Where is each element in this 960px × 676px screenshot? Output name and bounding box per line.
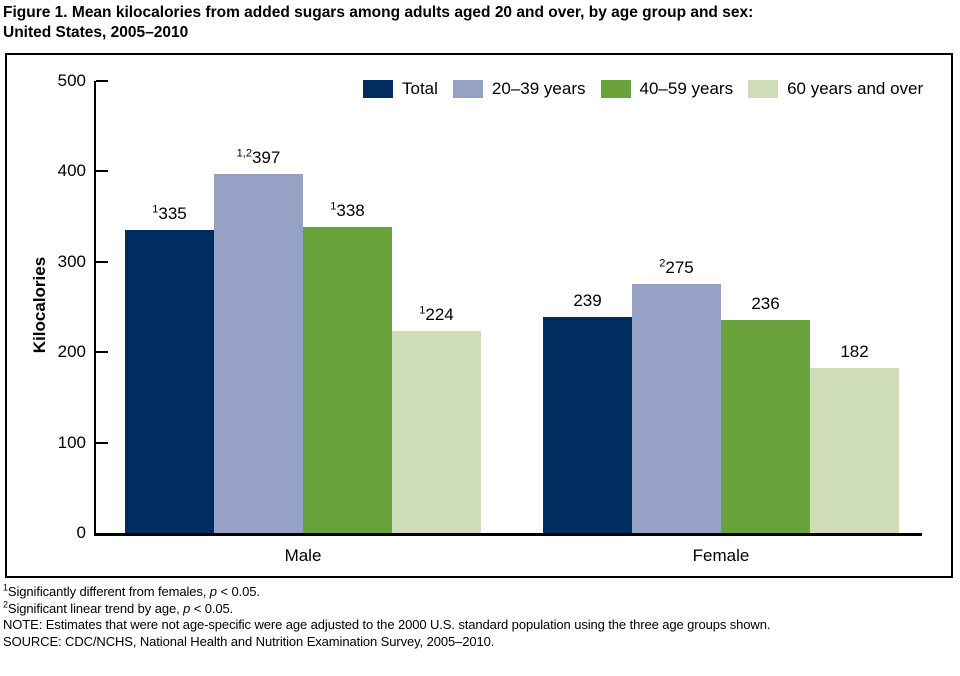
legend-swatch-1 [363,80,393,98]
bar-male-3 [303,227,392,533]
legend-label: 40–59 years [639,79,734,98]
legend-item: 60 years and over [748,79,923,99]
footnotes: 1Significantly different from females, p… [3,582,957,650]
footnote-line: SOURCE: CDC/NCHS, National Health and Nu… [3,633,495,649]
footnote-superscript: 1 [3,582,8,593]
legend-label: 20–39 years [491,79,586,98]
bar-value-label: 239 [573,290,602,310]
y-tick-label: 400 [57,161,86,181]
figure-title-line1: Figure 1. Mean kilocalories from added s… [3,4,754,21]
figure-title-line2: United States, 2005–2010 [3,24,189,41]
legend-swatch-2 [452,80,483,98]
footnote-line: 2Significant linear trend by age, p < 0.… [3,599,234,616]
bar-female-3 [721,319,810,533]
y-tick-label: 200 [57,342,86,362]
y-tick-label: 500 [57,71,86,90]
legend-item: 20–39 years [452,79,586,99]
bar-male-1 [125,230,214,533]
italic-p: p [183,600,191,616]
italic-p: p [209,584,217,599]
y-tick-mark [96,441,108,444]
y-tick-mark [96,170,108,173]
legend-item: Total [363,79,438,99]
bar-female-4 [810,368,899,533]
legend-swatch-3 [600,80,631,98]
significance-superscript: 1 [330,200,337,213]
bar-value-label: 236 [751,293,780,313]
plot-area: Kilocalories Total 20–39 years 40–59 years… [7,55,951,576]
bar-female-2 [632,284,721,533]
y-tick-label: 300 [57,251,86,271]
significance-superscript: 2 [659,257,666,270]
footnote-superscript: 2 [3,599,8,610]
bar-female-1 [543,316,632,533]
y-tick-label: 100 [57,432,86,452]
chart-area: Kilocalories Total 20–39 years 40–59 years… [5,53,953,578]
y-tick-label: 0 [76,523,86,542]
legend-label: Total [402,79,438,98]
legend-label: 60 years and over [787,79,924,98]
y-tick-mark [96,351,108,354]
y-tick-mark [96,260,108,263]
legend-item: 40–59 years [600,79,734,99]
bar-value-label: 1338 [330,200,365,221]
y-axis-line [94,81,96,535]
footnote-line: 1Significantly different from females, p… [3,582,260,599]
bar-value-label: 2275 [659,257,694,278]
bar-male-2 [214,174,303,533]
footnote-line: NOTE: Estimates that were not age-specif… [3,617,771,632]
figure-title: Figure 1. Mean kilocalories from added s… [3,3,953,43]
bar-value-label: 182 [840,342,869,362]
significance-superscript: 1 [152,203,159,216]
legend: Total 20–39 years 40–59 years 60 years and … [363,79,938,99]
x-axis-line [94,533,922,536]
bar-value-label: 1,2397 [236,147,281,168]
bar-value-label: 1224 [419,303,454,324]
legend-swatch-4 [748,80,779,98]
x-category-label-female: Female [692,546,750,565]
significance-superscript: 1 [419,303,426,316]
significance-superscript: 1,2 [236,147,252,160]
x-category-label-male: Male [284,546,322,565]
y-tick-mark [96,80,108,82]
bar-value-label: 1335 [152,203,187,224]
bar-male-4 [392,330,481,533]
